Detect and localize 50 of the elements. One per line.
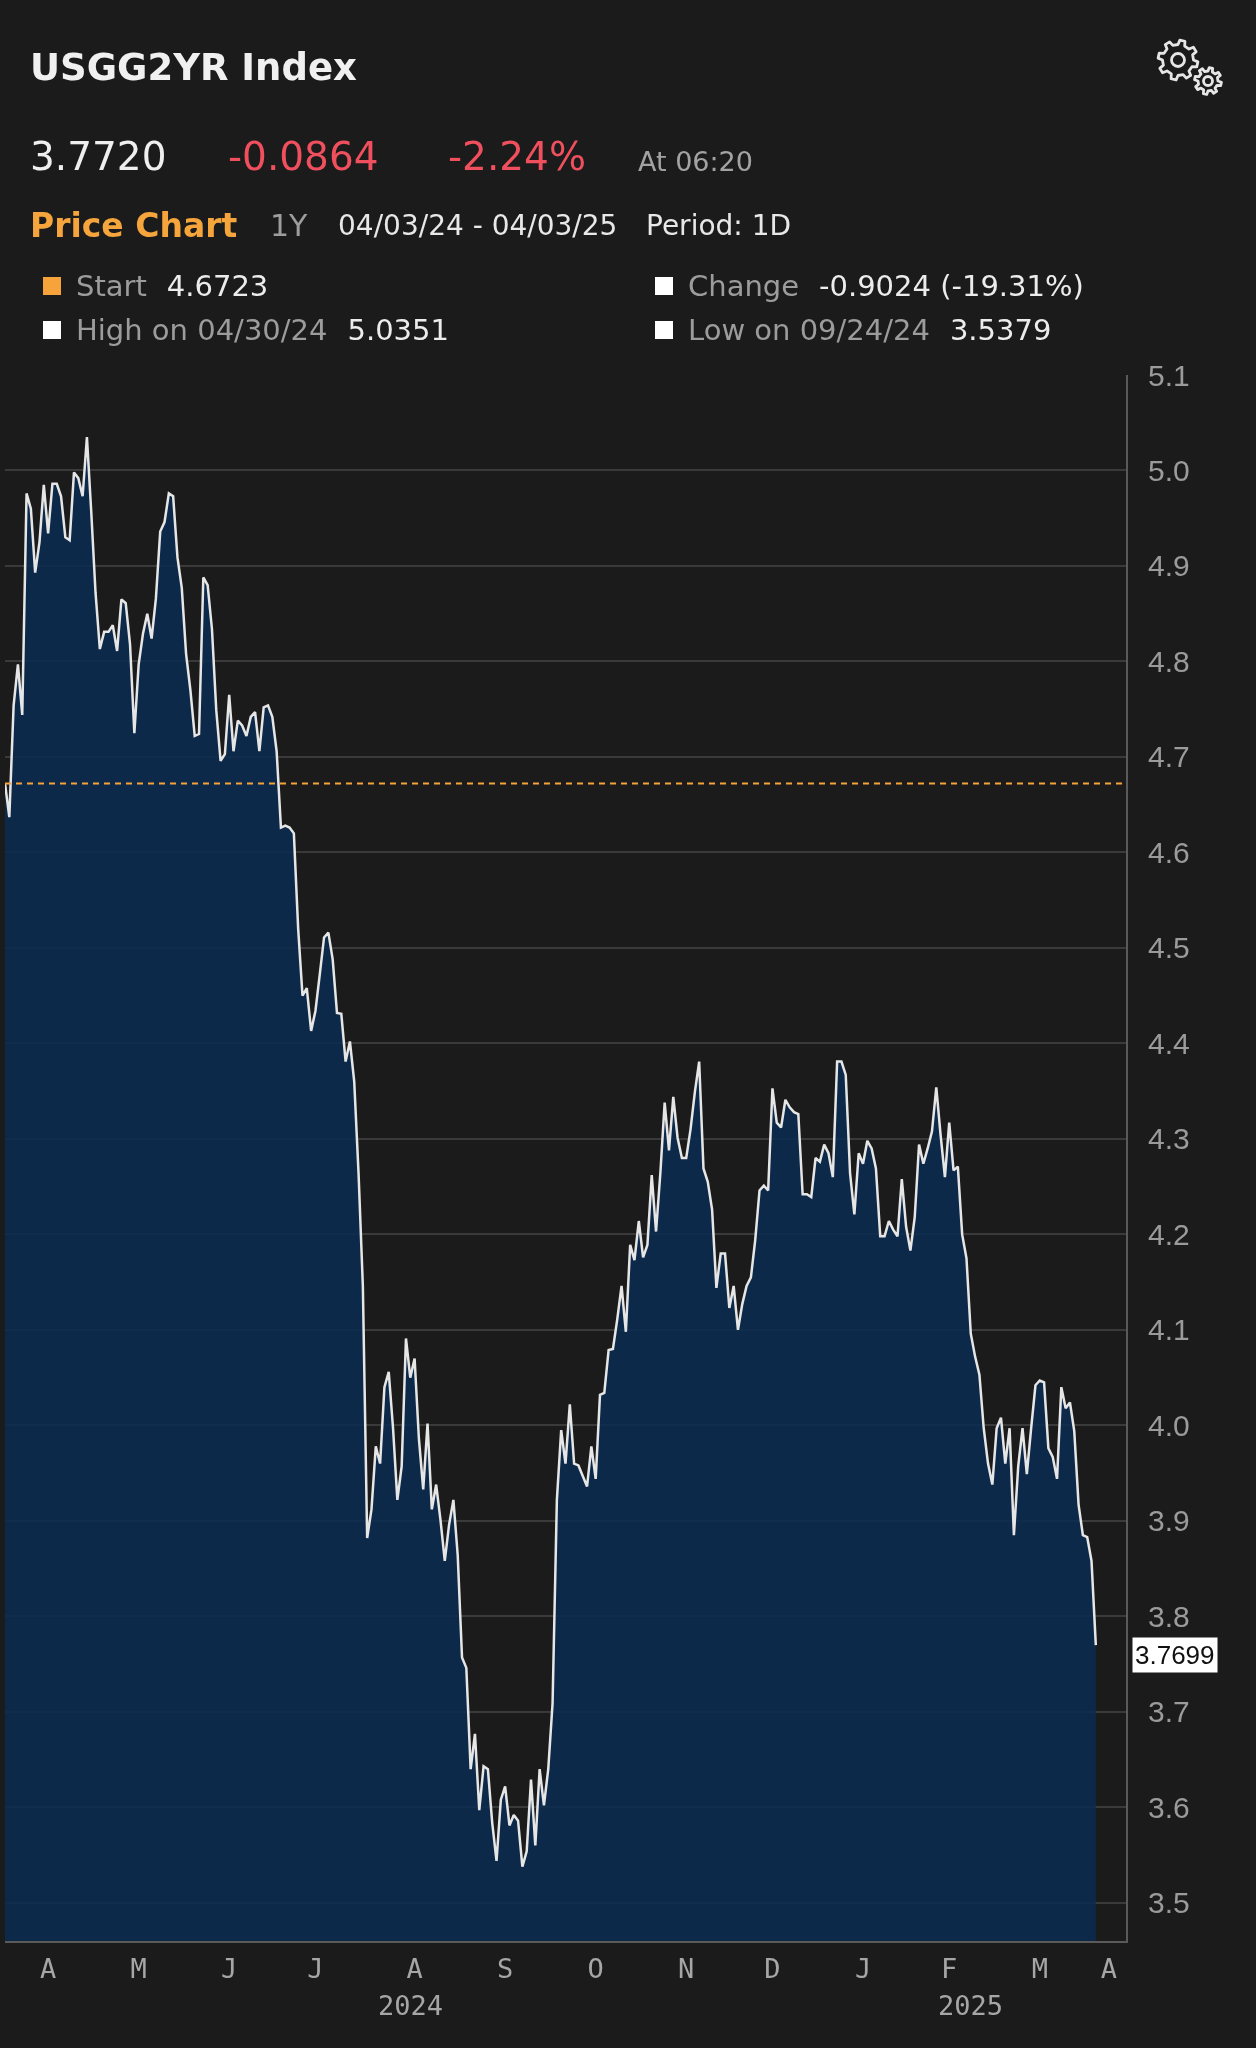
x2-tick-label: 2025: [938, 1990, 1004, 2021]
y-tick-label: 4.2: [1148, 1217, 1190, 1251]
y-tick-label: 5.1: [1148, 358, 1190, 392]
y-tick-label: 4.9: [1148, 549, 1190, 583]
x-tick-label: J: [854, 1953, 872, 1985]
text: -0.0864: [228, 133, 379, 181]
x-tick-label: N: [678, 1953, 695, 1985]
text: 3.5379: [949, 313, 1052, 347]
x-tick-label: O: [587, 1953, 604, 1985]
y-tick-label: 4.7: [1148, 740, 1190, 774]
x-tick-label: A: [406, 1953, 423, 1985]
x-tick-label: A: [1100, 1953, 1117, 1985]
text: 4.6723: [166, 269, 269, 303]
text: High on 04/30/24: [76, 313, 328, 347]
text: 04/03/24 - 04/03/25: [338, 209, 618, 243]
y-tick-label: 3.5: [1148, 1886, 1190, 1920]
y-tick-label: 5.0: [1148, 453, 1190, 487]
text: At 06:20: [638, 145, 753, 179]
text: 5.0351: [347, 313, 449, 347]
y-tick-label: 4.5: [1148, 931, 1190, 965]
text: -0.9024 (-19.31%): [819, 269, 1084, 303]
y-tick-label: 4.6: [1148, 835, 1190, 869]
y-tick-label: 4.4: [1148, 1026, 1190, 1060]
y-tick-label: 3.7: [1148, 1695, 1190, 1729]
x-tick-label: M: [130, 1953, 147, 1985]
text: Price Chart: [30, 206, 238, 246]
x-tick-label: F: [941, 1953, 958, 1985]
legend-label: Start: [76, 269, 147, 303]
y-tick-label: 3.6: [1148, 1790, 1190, 1824]
text: 3.7720: [30, 133, 167, 181]
x-tick-label: S: [497, 1953, 514, 1985]
chart-title: USGG2YR Index: [30, 45, 357, 91]
x-tick-label: J: [221, 1953, 238, 1985]
y-tick-label: 4.3: [1148, 1122, 1190, 1156]
x2-tick-label: 2024: [378, 1990, 444, 2021]
text: Low on 09/24/24: [688, 313, 930, 347]
text: 1Y: [270, 208, 308, 244]
y-tick-label: 4.1: [1148, 1313, 1190, 1347]
y-tick-label: 4.0: [1148, 1408, 1190, 1442]
text: 3.7699: [1135, 1640, 1215, 1670]
x-tick-label: J: [307, 1953, 324, 1985]
x-tick-label: D: [764, 1953, 781, 1985]
x-tick-label: A: [39, 1953, 57, 1985]
y-tick-label: 3.9: [1148, 1504, 1190, 1538]
text: Period: 1D: [646, 209, 792, 243]
y-tick-label: 4.8: [1148, 644, 1190, 678]
x-tick-label: M: [1031, 1953, 1048, 1985]
y-tick-label: 3.8: [1148, 1599, 1190, 1633]
text: Change: [688, 269, 800, 303]
text: -2.24%: [448, 133, 586, 181]
